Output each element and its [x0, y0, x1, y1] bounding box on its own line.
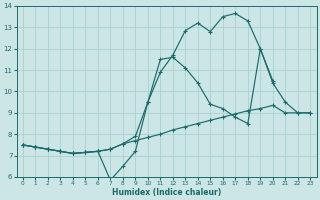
X-axis label: Humidex (Indice chaleur): Humidex (Indice chaleur): [112, 188, 221, 197]
